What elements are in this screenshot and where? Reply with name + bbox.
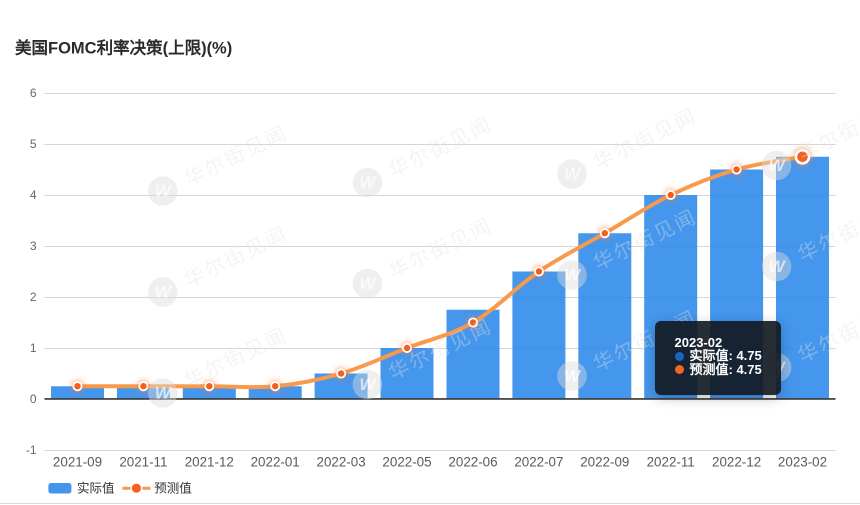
- svg-text:华尔街见闻: 华尔街见闻: [590, 104, 701, 174]
- svg-text:-1: -1: [26, 443, 37, 457]
- svg-text:W: W: [359, 173, 377, 192]
- svg-text:W: W: [359, 274, 377, 293]
- svg-text:2021-11: 2021-11: [119, 455, 167, 470]
- svg-text:W: W: [564, 266, 582, 285]
- svg-text:华尔街见闻: 华尔街见闻: [181, 222, 292, 292]
- svg-text:预测值: 预测值: [154, 481, 192, 496]
- svg-text:华尔街见闻: 华尔街见闻: [385, 214, 496, 284]
- svg-text:2021-09: 2021-09: [53, 455, 102, 470]
- svg-text:2: 2: [30, 290, 37, 304]
- svg-text:2022-12: 2022-12: [712, 455, 761, 470]
- svg-text:2022-09: 2022-09: [580, 455, 629, 470]
- svg-text:0: 0: [30, 392, 37, 406]
- svg-text:2022-07: 2022-07: [514, 455, 563, 470]
- svg-text:实际值: 实际值: [77, 481, 115, 496]
- svg-text:W: W: [564, 367, 582, 386]
- svg-text:3: 3: [30, 239, 37, 253]
- svg-text:2021-12: 2021-12: [185, 455, 234, 470]
- svg-text:W: W: [769, 156, 787, 175]
- svg-text:2022-01: 2022-01: [251, 455, 300, 470]
- svg-text:W: W: [155, 283, 173, 302]
- svg-text:W: W: [155, 384, 173, 403]
- svg-text:2022-05: 2022-05: [382, 455, 431, 470]
- svg-text:W: W: [359, 375, 377, 394]
- svg-text:5: 5: [30, 137, 37, 151]
- svg-text:2023-02: 2023-02: [778, 455, 827, 470]
- svg-text:6: 6: [30, 86, 37, 100]
- svg-text:美国FOMC利率决策(上限)(%): 美国FOMC利率决策(上限)(%): [15, 38, 232, 58]
- svg-text:4: 4: [30, 188, 37, 202]
- svg-text:1: 1: [30, 341, 37, 355]
- svg-text:W: W: [155, 182, 173, 201]
- svg-text:W: W: [769, 257, 787, 276]
- svg-text:华尔街见闻: 华尔街见闻: [385, 113, 496, 183]
- svg-text:华尔街见闻: 华尔街见闻: [794, 96, 860, 166]
- svg-text:W: W: [564, 165, 582, 184]
- svg-text:2022-11: 2022-11: [647, 455, 695, 470]
- svg-text:华尔街见闻: 华尔街见闻: [181, 121, 292, 191]
- svg-text:2022-06: 2022-06: [448, 455, 497, 470]
- svg-text:2022-03: 2022-03: [317, 455, 366, 470]
